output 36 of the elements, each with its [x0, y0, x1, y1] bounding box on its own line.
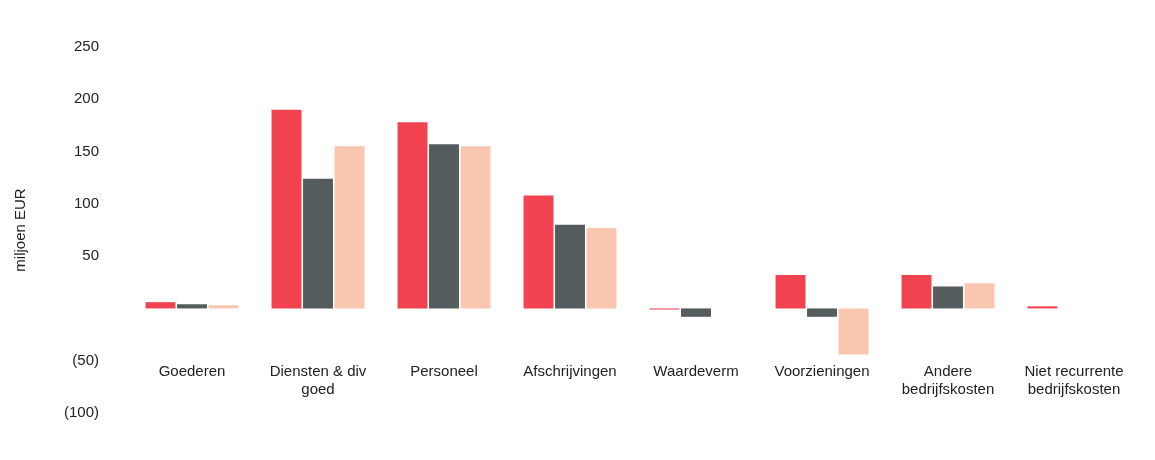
- bar: [775, 274, 806, 309]
- x-tick-label: Andere bedrijfskosten: [901, 361, 995, 397]
- bar: [555, 224, 585, 309]
- y-tick-label: (50): [72, 350, 100, 368]
- x-tick-label: Afschrijvingen: [523, 361, 617, 379]
- y-tick-label: 200: [73, 89, 100, 107]
- y-axis-title: miljoen EUR: [11, 188, 29, 272]
- bar: [807, 308, 837, 317]
- y-tick-label: 150: [73, 141, 100, 159]
- x-tick-label: Diensten & div goed: [269, 361, 367, 397]
- bar: [429, 144, 459, 309]
- x-tick-label: Waardeverm: [653, 361, 739, 379]
- bar: [964, 283, 995, 309]
- bar: [523, 195, 554, 309]
- bar: [303, 178, 333, 309]
- x-tick-label: Personeel: [410, 361, 478, 379]
- bar: [933, 286, 963, 309]
- x-tick-label: Niet recurrente bedrijfskosten: [1024, 361, 1124, 397]
- y-tick-label: 250: [73, 37, 100, 55]
- bar: [681, 308, 711, 317]
- x-tick-label: Goederen: [158, 361, 226, 379]
- bar: [208, 305, 239, 309]
- y-tick-label: 100: [73, 194, 100, 211]
- x-tick-label: Voorzieningen: [774, 361, 870, 379]
- bar: [177, 304, 207, 309]
- bar: [271, 109, 302, 309]
- y-tick-label: (100): [63, 403, 100, 421]
- bar: [145, 302, 176, 309]
- y-tick-label: 50: [82, 246, 100, 264]
- bar: [1027, 306, 1058, 309]
- bar: [838, 308, 869, 355]
- bar: [586, 227, 617, 309]
- bar: [460, 146, 491, 309]
- bar: [397, 122, 428, 309]
- bar: [334, 146, 365, 309]
- bar: [901, 274, 932, 309]
